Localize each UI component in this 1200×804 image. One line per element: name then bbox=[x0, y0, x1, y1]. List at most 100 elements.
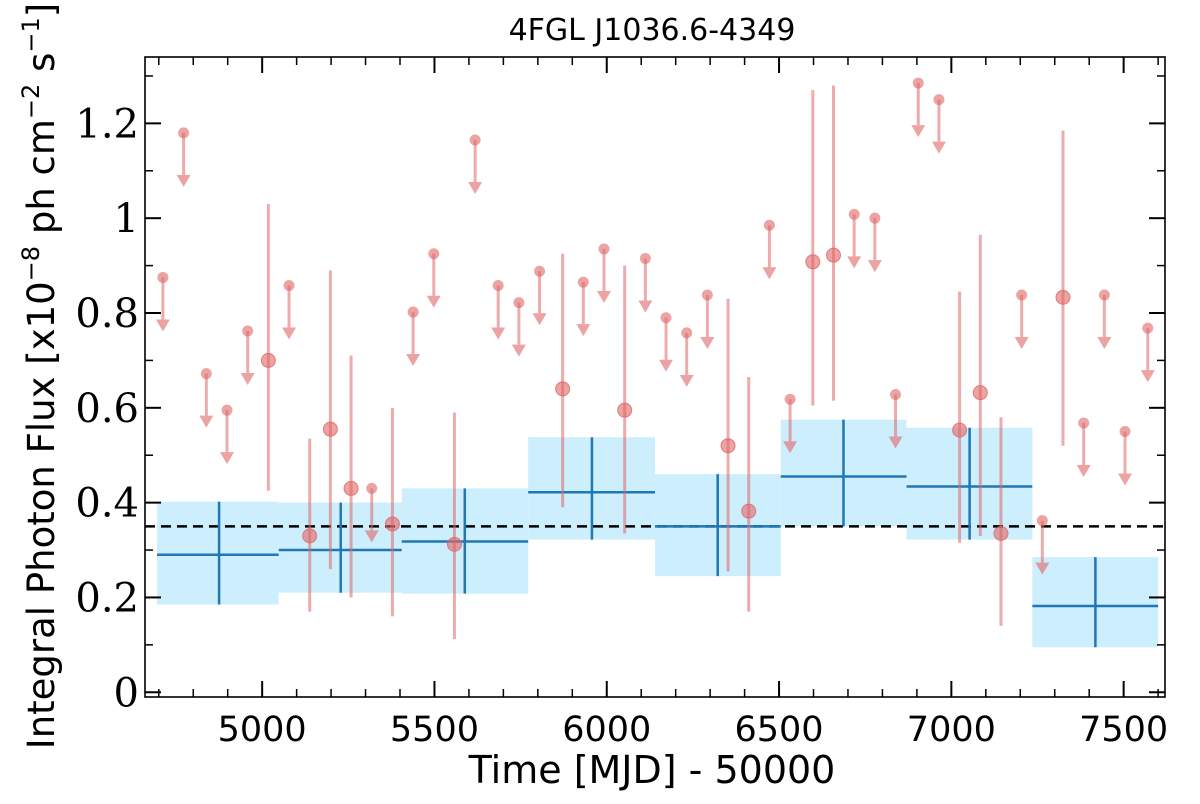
upper-limit-marker bbox=[577, 276, 589, 288]
detection-point bbox=[1055, 289, 1071, 305]
y-tick-label: 0.6 bbox=[75, 386, 139, 432]
upper-limit-arrow bbox=[700, 336, 715, 349]
upper-limit-arrow bbox=[364, 530, 379, 543]
upper-limit-marker bbox=[513, 297, 525, 309]
detection-point bbox=[384, 516, 400, 532]
upper-limit-marker bbox=[534, 265, 546, 277]
upper-limit-arrow bbox=[576, 324, 591, 337]
upper-limit-marker bbox=[200, 368, 212, 380]
detection-point bbox=[826, 247, 841, 263]
upper-limit-arrow bbox=[282, 327, 297, 340]
detection-point bbox=[617, 402, 633, 418]
axes-frame bbox=[144, 56, 1166, 698]
upper-limit-marker bbox=[912, 77, 924, 89]
upper-limit-marker bbox=[1119, 426, 1131, 438]
upper-limit-arrow bbox=[176, 174, 191, 187]
upper-limit-arrow bbox=[199, 415, 214, 428]
upper-limit-arrow bbox=[155, 319, 170, 332]
upper-limit-arrow bbox=[762, 267, 777, 280]
x-tick-label: 6000 bbox=[562, 710, 651, 750]
upper-limit-arrow bbox=[220, 452, 235, 465]
detection-point bbox=[805, 254, 821, 270]
y-tick-label: 1 bbox=[114, 196, 139, 242]
upper-limit-marker bbox=[763, 219, 775, 231]
upper-limit-marker bbox=[784, 393, 796, 405]
upper-limit-arrow bbox=[867, 260, 882, 273]
upper-limit-marker bbox=[469, 134, 481, 146]
y-tick-label: 0.2 bbox=[75, 575, 139, 621]
upper-limit-arrow bbox=[532, 313, 547, 326]
detection-point bbox=[993, 525, 1009, 541]
detection-point bbox=[972, 385, 988, 401]
upper-limit-marker bbox=[157, 271, 169, 283]
upper-limit-marker bbox=[283, 280, 295, 292]
upper-limit-arrow bbox=[911, 125, 926, 138]
upper-limit-arrow bbox=[638, 300, 653, 313]
y-tick-label: 1.2 bbox=[75, 101, 139, 147]
upper-limit-marker bbox=[848, 208, 860, 220]
upper-limit-marker bbox=[1142, 322, 1154, 334]
upper-limit-marker bbox=[701, 289, 713, 301]
upper-limit-marker bbox=[178, 127, 190, 139]
upper-limit-arrow bbox=[1035, 562, 1050, 575]
upper-limit-marker bbox=[1078, 417, 1090, 429]
upper-limit-marker bbox=[869, 212, 881, 224]
upper-limit-arrow bbox=[931, 141, 946, 154]
upper-limit-arrow bbox=[1140, 370, 1155, 383]
upper-limit-marker bbox=[890, 389, 902, 401]
x-tick-label: 6500 bbox=[735, 710, 824, 750]
y-tick-label: 0 bbox=[114, 670, 139, 716]
long-bin-errorbars bbox=[157, 419, 1159, 648]
upper-limit-marker bbox=[933, 94, 945, 106]
x-tick-label: 5000 bbox=[218, 710, 307, 750]
detection-point bbox=[952, 422, 968, 438]
upper-limit-arrow bbox=[511, 344, 526, 357]
x-tick-label: 7000 bbox=[907, 710, 996, 750]
upper-limit-arrow bbox=[597, 291, 611, 303]
plot-frame bbox=[144, 56, 1166, 698]
upper-limit-arrow bbox=[847, 256, 862, 269]
detection-point bbox=[302, 528, 318, 544]
x-tick-label: 7500 bbox=[1079, 710, 1168, 750]
short-bin-points bbox=[155, 77, 1155, 640]
upper-limit-marker bbox=[242, 325, 254, 337]
upper-limit-marker bbox=[639, 252, 651, 264]
upper-limit-marker bbox=[1016, 289, 1028, 301]
upper-limit-marker bbox=[598, 243, 610, 255]
upper-limit-marker bbox=[681, 327, 693, 339]
upper-limit-marker bbox=[428, 248, 440, 260]
axis-ticks: 5000 5500 6000 6500 7000 7500 0 0.2 0.4 0.6 0.8 1 1.… bbox=[75, 57, 1168, 750]
upper-limit-arrow bbox=[468, 181, 483, 194]
upper-limit-arrow bbox=[406, 354, 421, 367]
upper-limit-arrow bbox=[1076, 464, 1091, 477]
y-tick-label: 0.4 bbox=[75, 481, 139, 527]
upper-limit-arrow bbox=[491, 327, 506, 340]
upper-limit-marker bbox=[492, 280, 504, 292]
x-axis-label: Time [MJD] - 50000 bbox=[468, 748, 836, 792]
detection-point bbox=[446, 536, 462, 552]
upper-limit-marker bbox=[366, 482, 378, 494]
detection-point bbox=[741, 503, 757, 519]
detection-point bbox=[322, 421, 338, 437]
y-tick-label: 0.8 bbox=[75, 291, 139, 337]
upper-limit-arrow bbox=[888, 436, 903, 449]
detection-point bbox=[343, 480, 359, 496]
detection-point bbox=[555, 381, 571, 397]
upper-limit-arrow bbox=[1118, 473, 1133, 486]
upper-limit-arrow bbox=[659, 359, 674, 372]
y-axis-label: Integral Photon Flux [x10−8 ph cm−2 s−1] bbox=[17, 3, 63, 749]
upper-limit-arrow bbox=[1014, 336, 1029, 349]
upper-limit-marker bbox=[660, 312, 672, 324]
chart-title: 4FGL J1036.6-4349 bbox=[509, 13, 796, 48]
upper-limit-marker bbox=[1098, 289, 1110, 301]
upper-limit-arrow bbox=[1097, 336, 1112, 349]
upper-limit-arrow bbox=[679, 374, 694, 387]
upper-limit-arrow bbox=[783, 441, 798, 454]
upper-limit-marker bbox=[221, 404, 233, 416]
upper-limit-marker bbox=[407, 306, 419, 318]
upper-limit-arrow bbox=[240, 373, 255, 386]
detection-point bbox=[260, 352, 276, 368]
x-tick-label: 5500 bbox=[390, 710, 479, 750]
